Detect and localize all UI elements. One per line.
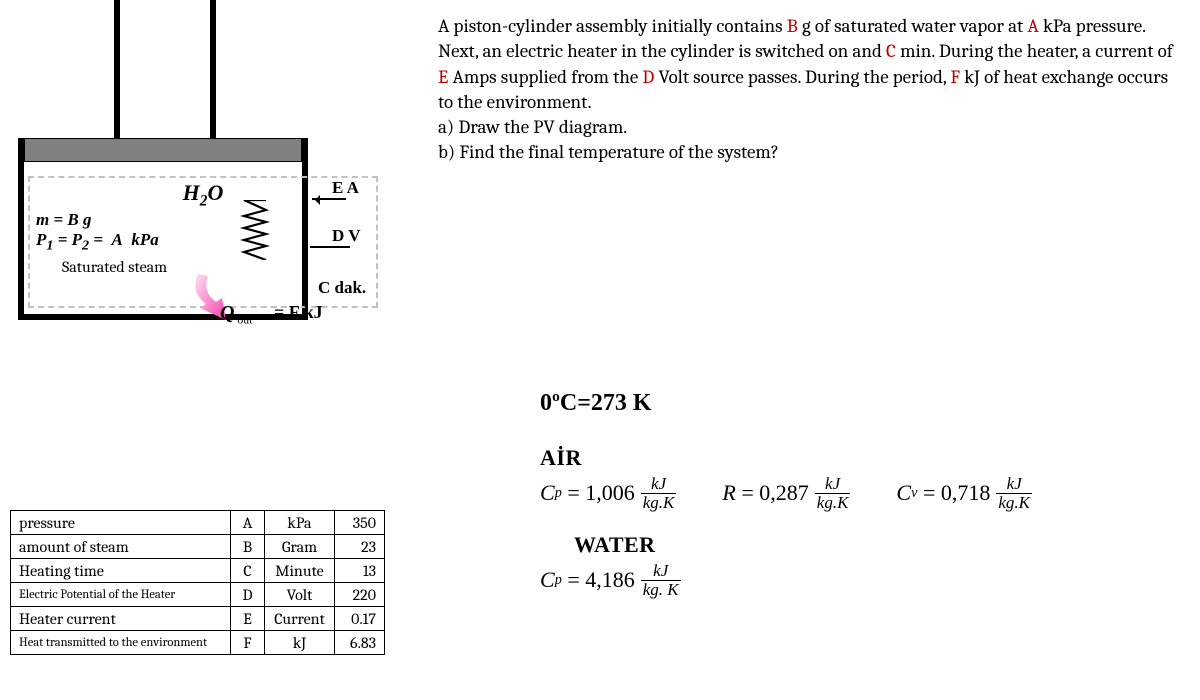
mass-label: m = B g [36,210,92,230]
water-header: WATER [574,532,1180,558]
constants-block: 0ºC=273 K AİR Cp = 1,006 kJ kg.K R = 0,2… [540,390,1180,618]
table-cell: amount of steam [11,535,231,559]
table-row: Heat transmitted to the environmentFkJ6.… [11,631,385,655]
table-cell: Volt [265,583,335,607]
current-label: E A [332,178,359,198]
parameter-table-body: pressureAkPa350amount of steamBGram23Hea… [11,511,385,655]
problem-statement: A piston-cylinder assembly initially con… [438,14,1178,166]
table-cell: F [231,631,265,655]
table-cell: Gram [265,535,335,559]
table-cell: Current [265,607,335,631]
table-cell: E [231,607,265,631]
table-cell: Minute [265,559,335,583]
table-cell: Electric Potential of the Heater [11,583,231,607]
water-cp: Cp = 4,186 kJ kg. K [540,562,681,599]
water-constants-row: Cp = 4,186 kJ kg. K [540,562,1180,599]
qout-label: Q out [220,302,252,327]
table-cell: 23 [335,535,385,559]
table-cell: kJ [265,631,335,655]
parameter-table: pressureAkPa350amount of steamBGram23Hea… [10,510,385,655]
air-r: R = 0,287 kJ kg.K [722,475,850,512]
heater-coil-icon [238,200,272,260]
voltage-label: D V [332,226,361,246]
table-cell: D [231,583,265,607]
table-cell: 0.17 [335,607,385,631]
table-cell: pressure [11,511,231,535]
qout-value-label: = F kJ [274,302,323,323]
time-label: C dak. [318,278,366,298]
table-cell: A [231,511,265,535]
air-cp: Cp = 1,006 kJ kg.K [540,475,676,512]
table-cell: Heat transmitted to the environment [11,631,231,655]
piston-cylinder-diagram: H2O m = B g P1 = P2 = A kPa Saturated st… [18,0,388,330]
table-row: amount of steamBGram23 [11,535,385,559]
table-cell: 6.83 [335,631,385,655]
air-header: AİR [540,445,1180,471]
table-row: Electric Potential of the HeaterDVolt220 [11,583,385,607]
voltage-line [310,246,350,248]
pressure-label: P1 = P2 = A kPa [36,230,159,254]
table-cell: C [231,559,265,583]
air-constants-row: Cp = 1,006 kJ kg.K R = 0,287 kJ kg.K Cv … [540,475,1180,512]
table-cell: kPa [265,511,335,535]
kelvin-conversion: 0ºC=273 K [540,390,1180,417]
table-row: Heater currentECurrent0.17 [11,607,385,631]
table-row: Heating timeCMinute13 [11,559,385,583]
table-row: pressureAkPa350 [11,511,385,535]
table-cell: 13 [335,559,385,583]
table-cell: 220 [335,583,385,607]
table-cell: Heating time [11,559,231,583]
current-arrow [312,198,346,200]
table-cell: Heater current [11,607,231,631]
saturated-steam-label: Saturated steam [62,258,167,276]
table-cell: B [231,535,265,559]
air-cv: Cv = 0,718 kJ kg.K [896,475,1032,512]
table-cell: 350 [335,511,385,535]
